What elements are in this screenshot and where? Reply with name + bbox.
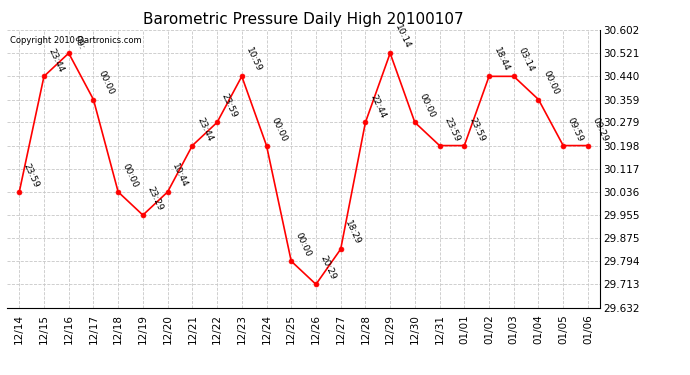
- Text: 00:00: 00:00: [121, 162, 140, 189]
- Text: 20:29: 20:29: [319, 255, 337, 282]
- Text: 23:59: 23:59: [442, 116, 462, 143]
- Text: 00:00: 00:00: [294, 231, 313, 258]
- Text: 09:59: 09:59: [566, 116, 585, 143]
- Text: 18:44: 18:44: [492, 46, 511, 74]
- Text: 00:00: 00:00: [96, 69, 115, 97]
- Text: 23:29: 23:29: [146, 185, 165, 212]
- Text: 23:59: 23:59: [22, 162, 41, 189]
- Text: 23:44: 23:44: [47, 46, 66, 74]
- Text: 10:14: 10:14: [393, 23, 412, 50]
- Text: 10:44: 10:44: [170, 162, 189, 189]
- Text: 09:29: 09:29: [591, 116, 610, 143]
- Text: 22:44: 22:44: [368, 93, 387, 120]
- Text: 23:44: 23:44: [195, 116, 214, 143]
- Text: Copyright 2010 Dartronics.com: Copyright 2010 Dartronics.com: [10, 36, 141, 45]
- Title: Barometric Pressure Daily High 20100107: Barometric Pressure Daily High 20100107: [144, 12, 464, 27]
- Text: 09:: 09:: [72, 34, 86, 50]
- Text: 00:00: 00:00: [541, 69, 560, 97]
- Text: 00:00: 00:00: [269, 116, 288, 143]
- Text: 03:14: 03:14: [517, 46, 535, 74]
- Text: 18:29: 18:29: [344, 219, 362, 246]
- Text: 00:00: 00:00: [417, 92, 437, 120]
- Text: 23:59: 23:59: [220, 93, 239, 120]
- Text: 10:59: 10:59: [244, 46, 264, 74]
- Text: 23:59: 23:59: [467, 116, 486, 143]
